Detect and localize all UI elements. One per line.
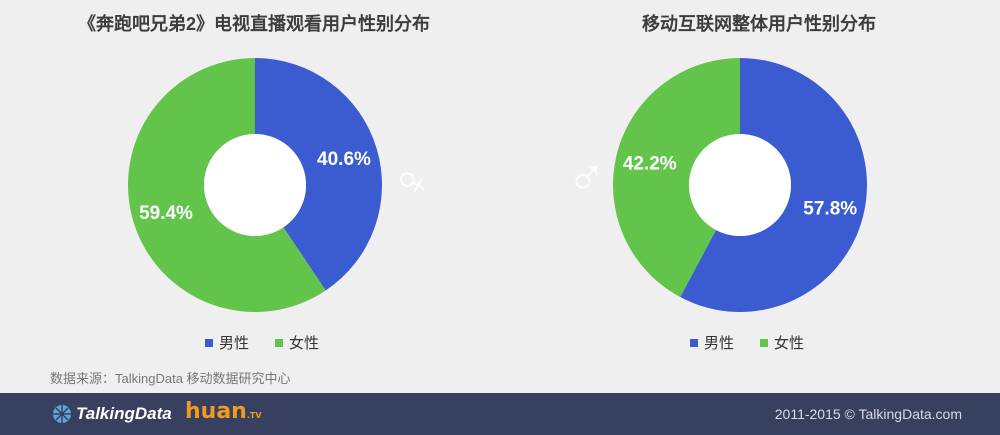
legend-swatch-male [205, 338, 213, 347]
data-label-female: 59.4% [139, 203, 193, 224]
legend-item-female: 女性 [275, 332, 319, 353]
data-label-male: 57.8% [803, 199, 857, 220]
talkingdata-logo-icon [53, 405, 71, 423]
talkingdata-logo-text: TalkingData [76, 404, 172, 423]
legend-label-female: 女性 [774, 335, 805, 352]
copyright-text: 2011-2015 © TalkingData.com [774, 406, 962, 422]
donut-slice-male [680, 58, 867, 313]
chart-title-left: 《奔跑吧兄弟2》电视直播观看用户性别分布 [78, 14, 431, 34]
legend-item-male: 男性 [205, 332, 249, 353]
legend-label-male: 男性 [704, 335, 735, 352]
footer-bar: TalkingData huan.TV 2011-2015 © TalkingD… [0, 393, 1000, 435]
legend-swatch-male [690, 338, 698, 347]
male-symbol-icon: ♂ [567, 149, 606, 207]
donut-slice-female [613, 58, 740, 298]
huan-logo-text: huan [185, 399, 247, 424]
huan-tv-logo: huan.TV [185, 399, 262, 424]
donut-charts: 40.6% 59.4% 57.8% 42.2% [128, 58, 867, 313]
data-label-female: 42.2% [623, 153, 677, 174]
talkingdata-logo: TalkingData [52, 404, 172, 424]
donut-slice-male [255, 58, 383, 291]
donut-hole [204, 134, 306, 236]
legend-label-male: 男性 [219, 335, 250, 352]
legend-item-female: 女性 [760, 332, 804, 353]
donut-slice-female [128, 58, 326, 312]
data-label-male: 40.6% [317, 149, 371, 170]
chart-title-right: 移动互联网整体用户性别分布 [642, 14, 876, 34]
legend-item-male: 男性 [690, 332, 734, 353]
legend-right: 男性 女性 [690, 332, 804, 353]
legend-left: 男性 女性 [205, 332, 319, 353]
legend-swatch-female [275, 338, 284, 347]
legend-label-female: 女性 [289, 335, 320, 352]
data-source-note: 数据来源：TalkingData 移动数据研究中心 [50, 371, 291, 386]
legend-swatch-female [760, 338, 769, 347]
donut-hole [689, 134, 791, 236]
huan-logo-suffix: .TV [246, 411, 262, 420]
